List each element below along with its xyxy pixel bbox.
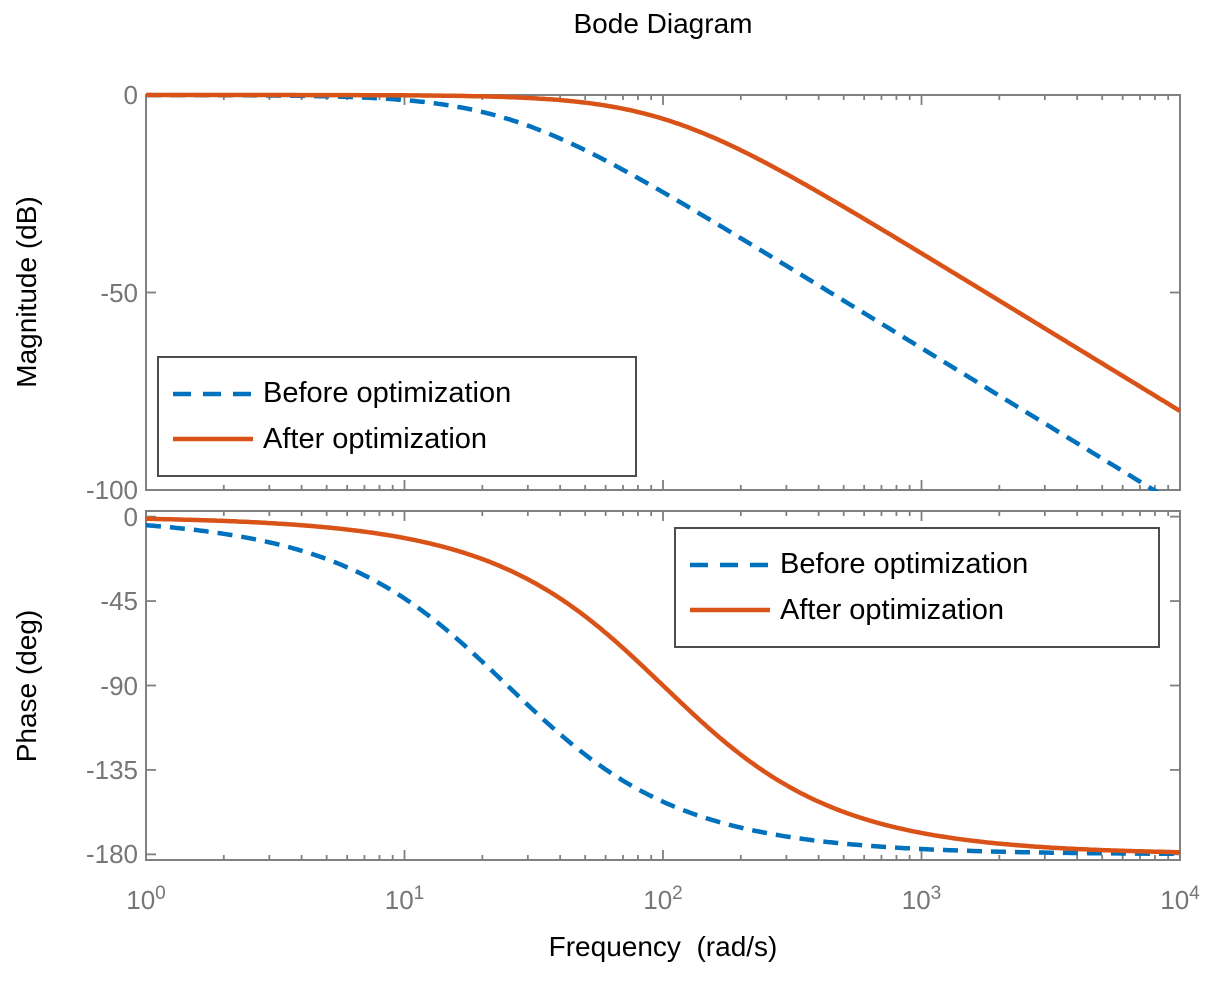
y-tick-label-phase: -135 (85, 754, 138, 785)
curve-before-optimization-phase (145, 522, 1180, 857)
x-tick-label: 104 (1160, 883, 1200, 915)
legend-item-after-optimization: After optimization (676, 593, 1158, 627)
y-tick-label-magnitude: -50 (100, 277, 138, 308)
x-tick-label: 103 (901, 883, 942, 915)
legend-item-before-optimization: Before optimization (159, 376, 635, 410)
y-tick-label-magnitude: -100 (85, 475, 138, 505)
legend-item-after-optimization: After optimization (159, 422, 635, 456)
chart-title: Bode Diagram (573, 8, 753, 39)
legend-label-after: After optimization (263, 422, 488, 455)
y-tick-label-phase: -90 (100, 670, 138, 701)
y-tick-label-phase: -180 (85, 839, 138, 870)
legend-label-before: Before optimization (263, 376, 512, 409)
frequency-axis-label: Frequency (rad/s) (548, 931, 778, 962)
legend-magnitude: Before optimization After optimization (157, 356, 637, 477)
dashed-line-sample (173, 391, 253, 396)
x-tick-label: 101 (384, 883, 425, 915)
legend-label-after: After optimization (780, 593, 1005, 626)
curve-after-optimization-phase (146, 516, 1180, 855)
y-tick-label-phase: -45 (100, 586, 138, 617)
y-tick-label-phase: 0 (123, 501, 138, 532)
legend-phase: Before optimization After optimization (674, 527, 1160, 648)
solid-line-sample (173, 437, 253, 442)
y-tick-label-magnitude: 0 (123, 80, 138, 110)
curve-after-optimization-magnitude (146, 92, 1182, 413)
solid-line-sample (690, 608, 770, 613)
legend-item-before-optimization: Before optimization (676, 547, 1158, 581)
x-tick-label: 102 (643, 883, 683, 915)
dashed-line-sample (690, 562, 770, 567)
x-tick-label: 100 (126, 883, 166, 915)
legend-label-before: Before optimization (780, 547, 1029, 580)
